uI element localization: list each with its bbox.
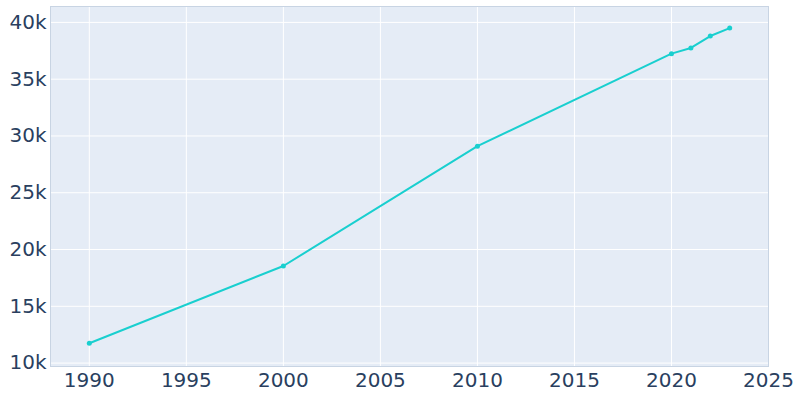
svg-text:1990: 1990 (64, 368, 115, 392)
svg-text:2005: 2005 (355, 368, 406, 392)
svg-text:30k: 30k (9, 123, 46, 147)
svg-text:2015: 2015 (549, 368, 600, 392)
svg-text:2000: 2000 (258, 368, 309, 392)
svg-text:2025: 2025 (743, 368, 794, 392)
svg-text:40k: 40k (9, 10, 46, 34)
svg-text:15k: 15k (9, 294, 46, 318)
svg-text:25k: 25k (9, 180, 46, 204)
svg-text:1995: 1995 (161, 368, 212, 392)
svg-text:2010: 2010 (452, 368, 503, 392)
svg-text:35k: 35k (9, 67, 46, 91)
svg-text:10k: 10k (9, 350, 46, 374)
svg-text:2020: 2020 (646, 368, 697, 392)
svg-text:20k: 20k (9, 237, 46, 261)
